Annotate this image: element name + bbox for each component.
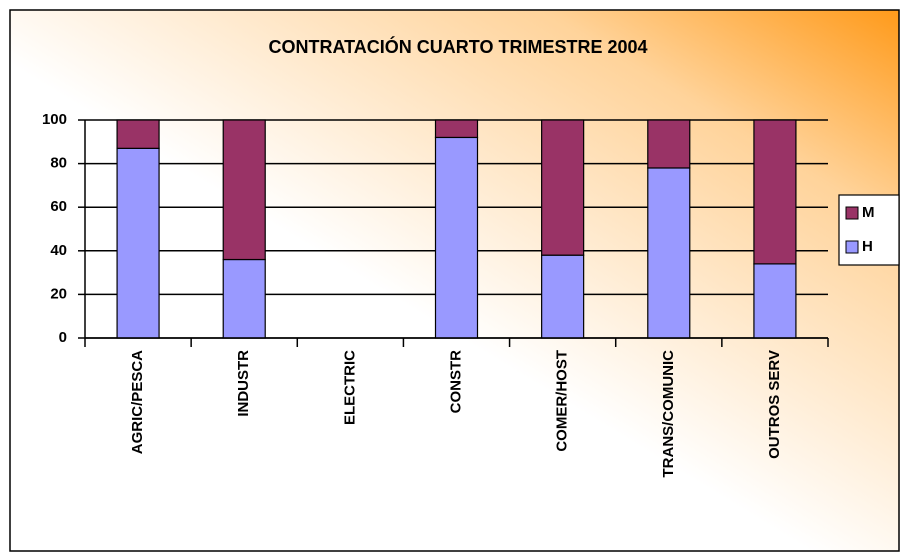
y-tick-label: 60 (50, 198, 67, 215)
x-tick-label: INDUSTR (235, 350, 252, 417)
y-tick-label: 0 (59, 329, 67, 346)
bar-segment (116, 119, 160, 149)
bar-segment (116, 147, 160, 339)
x-tick-label: AGRIC/PESCA (129, 350, 146, 454)
bar-segment (541, 119, 585, 256)
legend-swatch (845, 240, 859, 254)
bar-segment (753, 263, 797, 339)
bar-segment (434, 119, 479, 139)
bar-segment (647, 167, 691, 339)
x-tick-label: TRANS/COMUNIC (660, 350, 677, 478)
x-tick-label: ELECTRIC (341, 350, 358, 425)
bar-segment (222, 119, 266, 261)
y-tick-label: 100 (42, 111, 67, 128)
x-tick-label: OUTROS SERV (766, 350, 783, 459)
bar-segment (222, 258, 266, 339)
y-tick-label: 20 (50, 285, 67, 302)
bar-segment (434, 136, 479, 339)
chart-title: CONTRATACIÓN CUARTO TRIMESTRE 2004 (268, 36, 647, 57)
legend-label: M (862, 204, 875, 221)
bar-segment (541, 254, 585, 339)
legend-label: H (862, 238, 873, 255)
bar-segment (647, 119, 691, 169)
legend-swatch (845, 206, 859, 220)
x-tick-label: COMER/HOST (554, 350, 571, 452)
y-tick-label: 40 (50, 242, 67, 259)
y-tick-label: 80 (50, 155, 67, 172)
bar-segment (753, 119, 797, 265)
x-tick-label: CONSTR (447, 350, 464, 414)
